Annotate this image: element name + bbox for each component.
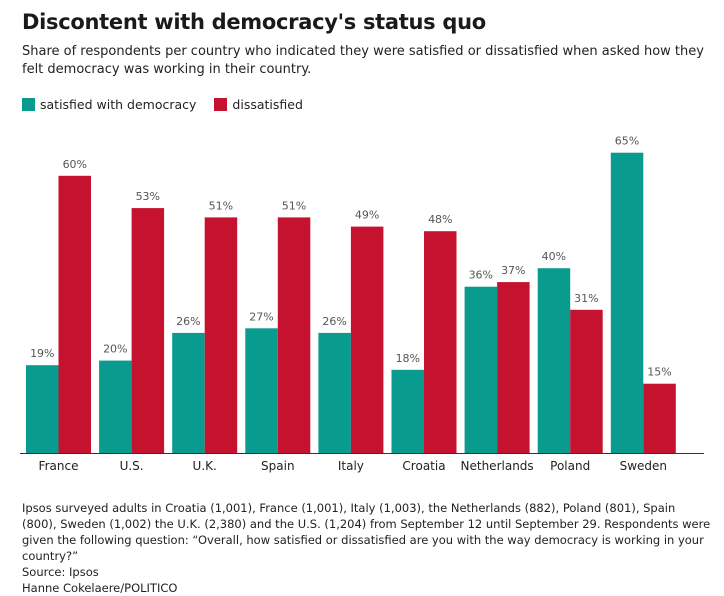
x-tick-label: France [39, 459, 79, 473]
bar-satisfied-netherlands [464, 286, 498, 453]
bar-satisfied-poland [537, 268, 571, 453]
legend-swatch-satisfied [22, 98, 35, 111]
chart-footer: Ipsos surveyed adults in Croatia (1,001)… [22, 500, 712, 596]
data-label-satisfied-sweden: 65% [615, 135, 639, 148]
bar-dissatisfied-italy [350, 226, 384, 453]
bar-satisfied-sweden [610, 152, 644, 453]
data-label-dissatisfied-italy: 49% [355, 209, 379, 222]
footer-note: Ipsos surveyed adults in Croatia (1,001)… [22, 501, 711, 563]
chart-title: Discontent with democracy's status quo [22, 10, 486, 34]
data-label-dissatisfied-croatia: 48% [428, 213, 452, 226]
x-tick-label: Italy [338, 459, 364, 473]
legend-label-dissatisfied: dissatisfied [232, 97, 303, 112]
data-label-dissatisfied-netherlands: 37% [501, 264, 525, 277]
x-tick-label: U.K. [193, 459, 217, 473]
legend-item-satisfied: satisfied with democracy [22, 97, 196, 112]
bar-dissatisfied-spain [277, 217, 311, 453]
chart-subtitle: Share of respondents per country who ind… [22, 44, 704, 77]
bar-dissatisfied-sweden [643, 383, 676, 453]
data-label-dissatisfied-us: 53% [136, 190, 160, 203]
bar-satisfied-france [26, 365, 59, 453]
x-tick-label: U.S. [120, 459, 144, 473]
data-label-satisfied-spain: 27% [249, 310, 273, 323]
bar-dissatisfied-poland [570, 309, 603, 453]
legend-label-satisfied: satisfied with democracy [40, 97, 197, 112]
data-label-satisfied-france: 19% [30, 347, 54, 360]
bar-satisfied-us [99, 360, 132, 453]
legend-item-dissatisfied: dissatisfied [214, 97, 303, 112]
data-label-dissatisfied-poland: 31% [574, 292, 598, 305]
data-label-satisfied-netherlands: 36% [469, 269, 493, 282]
bar-satisfied-uk [172, 332, 205, 453]
chart-legend: satisfied with democracy dissatisfied [22, 97, 321, 112]
data-label-satisfied-us: 20% [103, 343, 127, 356]
footer-source: Source: Ipsos [22, 565, 99, 579]
data-label-satisfied-italy: 26% [322, 315, 346, 328]
data-label-satisfied-uk: 26% [176, 315, 200, 328]
bar-satisfied-spain [245, 328, 278, 453]
legend-swatch-dissatisfied [214, 98, 228, 111]
data-label-dissatisfied-sweden: 15% [647, 366, 671, 379]
x-tick-label: Croatia [402, 459, 445, 473]
data-label-dissatisfied-uk: 51% [209, 199, 233, 212]
data-label-dissatisfied-france: 60% [63, 158, 87, 171]
bar-chart: 19% 60% France 20% 53% U.S. 26% 51% U.K. 27% 51% Sp… [20, 135, 704, 473]
x-tick-label: Poland [550, 459, 590, 473]
data-label-satisfied-croatia: 18% [396, 352, 420, 365]
bar-dissatisfied-netherlands [497, 282, 530, 453]
bar-dissatisfied-us [131, 208, 165, 453]
data-label-satisfied-poland: 40% [542, 250, 566, 263]
x-tick-label: Sweden [620, 459, 667, 473]
x-tick-label: Spain [261, 459, 295, 473]
bar-dissatisfied-uk [204, 217, 238, 453]
bar-dissatisfied-france [58, 175, 91, 454]
bar-satisfied-italy [318, 332, 351, 453]
bar-satisfied-croatia [391, 369, 424, 453]
data-label-dissatisfied-spain: 51% [282, 199, 306, 212]
x-tick-label: Netherlands [461, 459, 534, 473]
footer-credit: Hanne Cokelaere/POLITICO [22, 581, 178, 595]
bar-dissatisfied-croatia [424, 231, 457, 453]
